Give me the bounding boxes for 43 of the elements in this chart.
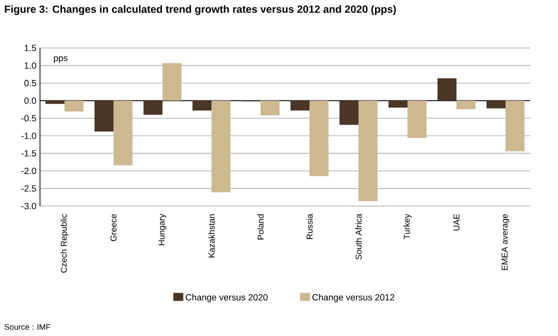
bar (192, 100, 212, 110)
y-tick-label: -3.0 (21, 202, 36, 210)
y-tick-label: -1.0 (21, 132, 36, 139)
bar (388, 100, 408, 108)
bar (456, 100, 476, 110)
y-tick-label: 0.5 (24, 80, 36, 86)
y-tick-label: -2.0 (21, 168, 36, 174)
x-tick-label: Poland (257, 214, 264, 240)
bar (506, 100, 525, 152)
x-tick-label: UAE (454, 214, 460, 231)
bar (438, 78, 456, 101)
legend-label: Change versus 2020 (186, 294, 268, 302)
bar (260, 100, 280, 116)
x-tick-label: EMEA average (502, 214, 510, 270)
bar (144, 100, 163, 115)
bar (486, 100, 506, 108)
y-tick-label: -2.5 (21, 185, 36, 192)
y-tick-label: 1.5 (24, 44, 36, 52)
bar (340, 100, 359, 125)
bar (64, 100, 84, 112)
x-tick-label: Kazakhstan (208, 214, 215, 258)
chart-title: Figure 3: Changes in calculated trend growth rates versus 2012 and 2020 (pps) (4, 5, 396, 15)
x-tick-label: Russia (306, 214, 313, 239)
bar (162, 63, 182, 101)
bar (310, 100, 329, 176)
bar (94, 100, 114, 132)
y-tick-label: -1.5 (21, 150, 36, 156)
bar (212, 100, 231, 192)
x-tick-label: Greece (110, 214, 116, 242)
y-axis-title: pps (54, 56, 68, 63)
y-tick-label: -0.5 (21, 115, 36, 122)
x-tick-label: Hungary (158, 214, 166, 246)
x-tick-label: Czech Republic (60, 214, 68, 273)
bar (408, 100, 426, 138)
x-tick-label: South Africa (355, 214, 362, 260)
y-tick-label: 0.0 (24, 97, 36, 104)
y-tick-label: 1.0 (24, 62, 36, 69)
bar (358, 100, 378, 202)
bar (46, 100, 65, 104)
legend-label: Change versus 2012 (312, 294, 394, 302)
x-tick-label: Turkey (404, 214, 412, 240)
bar (114, 100, 133, 166)
bar (290, 100, 310, 110)
